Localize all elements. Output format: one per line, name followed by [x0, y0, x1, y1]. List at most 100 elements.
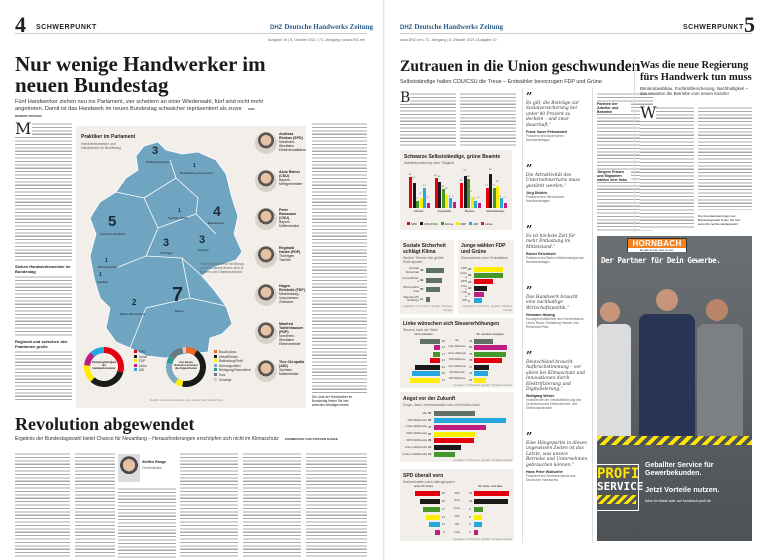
legend-item: Linke: [134, 363, 147, 369]
bar-left: [429, 522, 440, 528]
bar-label: Linke: [454, 530, 460, 534]
bar-value: 5: [443, 530, 445, 535]
bar-value: 10: [468, 286, 472, 290]
bar-value-label: 4: [477, 197, 480, 200]
bar: [474, 273, 504, 278]
portrait: Tino Chrupalla (AfD) Sachsen Malermeister: [255, 360, 305, 382]
bar-fdp: [470, 197, 474, 208]
bar-left: [420, 339, 440, 344]
bar-value: 20: [441, 498, 445, 503]
bar-grne: [416, 200, 420, 208]
bar-value: 35: [469, 491, 473, 495]
masthead-title: Deutsche Handwerks Zeitung: [284, 23, 374, 31]
issue-meta-left: Ausgabe 19 | 8. Oktober 2021 | 73. Jahrg…: [268, 38, 365, 42]
germany-map: [89, 141, 243, 359]
legend-swatch: [214, 354, 217, 358]
quote-author: Hermann Hubing: [526, 313, 555, 318]
bar-value-label: 28: [488, 168, 492, 171]
hazard-stripe: [597, 495, 636, 504]
subhead: Parteien der Arbeiter und Beamten: [597, 102, 631, 114]
bar-label: Union-Wählende: [404, 445, 427, 449]
bar-value: 37: [469, 364, 473, 369]
quote-role: Vorsitzender der Geschäftsführung des Ze…: [526, 398, 582, 411]
bar-fdp: [496, 186, 500, 208]
person-state: Nordrhein-Westfalen: [279, 140, 296, 148]
map-region: Sachsen-Anhalt: [168, 216, 188, 220]
article-text: [640, 106, 694, 230]
link-note: Die Liste der Handwerker im Bundestag fi…: [312, 395, 367, 407]
masthead-left: DHZ Deutsche Handwerks Zeitung: [270, 23, 373, 31]
person-state: Thüringen: [279, 254, 295, 258]
bar: [474, 266, 504, 272]
legend-item: FDP: [134, 359, 147, 364]
person-trade: Tischler: [279, 258, 291, 262]
link-note: Die Grundauswertungen der Bundestagswahl…: [698, 214, 752, 226]
person-trade: Metzgermeister: [279, 182, 303, 186]
bar-value: 8: [468, 292, 470, 297]
bar-cducsu: [489, 174, 493, 208]
dek-text: Ergebnis der Bundestagswahl bietet Chanc…: [15, 436, 279, 442]
avatar: [255, 132, 277, 154]
bar-left: [420, 498, 440, 504]
legend-label: AfD: [473, 222, 479, 226]
bar-value: 78: [469, 351, 473, 356]
quote-mark-icon: ”: [526, 284, 533, 297]
bar-chart: Soziale Sicherheit 46 Umwelt/Klima 39 Wirtsc…: [402, 266, 452, 304]
article-text: [460, 92, 516, 147]
bar-value: 6: [468, 298, 470, 303]
portrait: Reginald Hanke (FDP) Thüringen Tischler: [255, 246, 305, 268]
bar-value: 17: [441, 506, 445, 511]
column-header: unter 60 Jahre: [413, 484, 434, 488]
article-text: [15, 122, 72, 262]
quote-role: Präsident des Zentralverbands des Deutsc…: [526, 474, 576, 483]
bar-value: 23: [468, 273, 472, 278]
bar-value-label: 5: [452, 196, 454, 199]
dek-text: Fünf Handwerker ziehen neu ins Parlament…: [15, 99, 264, 112]
quote-mark-icon: ”: [526, 90, 533, 103]
map-count: 1: [178, 208, 181, 214]
article-text: [118, 487, 176, 558]
bar-right: [474, 358, 502, 364]
bar-value: 73: [441, 377, 445, 382]
person-trade: Elektroinstallateur: [279, 148, 306, 152]
ad-link[interactable]: Infos im Markt oder auf hornbach-profi.d…: [645, 499, 711, 503]
column-header: für reichere Gruppen: [476, 332, 505, 336]
donut-branches: [166, 347, 206, 387]
hornbach-ad[interactable]: HORNBACH Es gibt immer was zu tun. Der P…: [597, 236, 752, 541]
bar-label: alle: [422, 410, 427, 415]
bar-label: FDP-Wählende: [406, 431, 427, 436]
bar-label: Linke: [461, 290, 467, 298]
portrait: Manfred Todtenhausen (FDP) Nordrhein-West…: [255, 322, 305, 350]
chart-title: SPD überall vorn: [403, 473, 444, 479]
quote-author: Jörg Dittrich: [526, 191, 548, 196]
chart-legend: SPD CDU/CSU Grüne FDP AfD Linke: [404, 222, 492, 226]
bar-right: [474, 364, 490, 370]
bar-value: 4: [469, 530, 471, 535]
bar-value: 15: [468, 279, 472, 284]
dhz-logo: DHZ: [270, 25, 283, 31]
donut-slice-linke: [84, 352, 95, 366]
quote-mark-icon: ”: [526, 162, 533, 175]
bar-value: 39: [420, 277, 424, 282]
bar-spd: [409, 176, 412, 208]
bar-linke: [503, 203, 507, 208]
bar-value-label: 6: [416, 197, 418, 200]
bar-label: Union: [460, 283, 467, 292]
article-text: [75, 452, 115, 558]
bar-right: [474, 339, 493, 344]
headline-left: Nur wenige Handwerker im neuen Bundestag: [15, 52, 266, 97]
legend-swatch: [469, 222, 473, 225]
bar-right: [474, 498, 508, 504]
legend-item: Metall/Elektro: [214, 354, 251, 360]
graphic-subtitle: Handwerksmeister und Handwerker im Bunde…: [81, 142, 121, 150]
quote-text: Eine Hängepartie in diesen ungewissen Ze…: [526, 441, 588, 468]
bar-value: 8: [469, 522, 471, 527]
portrait-caption: Tino Chrupalla (AfD) Sachsen Malermeister: [279, 360, 305, 376]
bar: [434, 410, 475, 416]
legend-swatch: [214, 377, 217, 381]
map-count: 5: [108, 213, 117, 230]
bar-right: [474, 351, 507, 357]
issue-meta-right: www.DHZ.net | 73. Jahrgang | 8. Oktober …: [400, 38, 497, 42]
legend-label: Sonstige: [219, 377, 232, 382]
portrait-caption: Hagen Reinhold (FDP) Mecklenburg-Vorpomme…: [279, 284, 305, 304]
